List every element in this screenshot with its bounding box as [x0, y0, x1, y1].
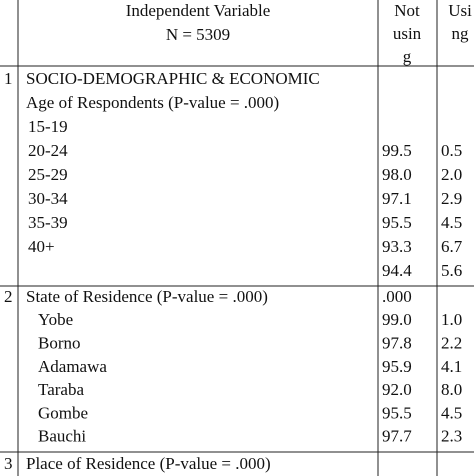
header-text: Independent Variable [126, 1, 271, 20]
row-label: 40+ [28, 237, 55, 256]
cell: 4.5 [441, 213, 462, 232]
cell: 1.0 [441, 310, 462, 329]
row-label: Adamawa [38, 357, 107, 376]
cell: 95.9 [382, 357, 412, 376]
variable-name: Place of Residence (P-value = .000) [26, 454, 271, 473]
cell: 6.7 [441, 237, 463, 256]
row-label: 15-19 [28, 117, 68, 136]
section-number: 1 [4, 69, 13, 88]
cell: 99.5 [382, 141, 412, 160]
cell: 94.4 [382, 261, 412, 280]
cell: .000 [382, 287, 412, 306]
header-text: usin [393, 24, 422, 43]
header-text: ng [452, 24, 470, 43]
cell: 8.0 [441, 380, 462, 399]
cell: 92.0 [382, 380, 412, 399]
section-number: 3 [4, 454, 13, 473]
row-label: 35-39 [28, 213, 68, 232]
cell: 2.0 [441, 165, 462, 184]
header-text: Usi [448, 1, 472, 20]
row-label: Borno [38, 334, 81, 353]
cell: 5.6 [441, 261, 462, 280]
cell: 95.5 [382, 213, 412, 232]
cell: 97.7 [382, 427, 412, 446]
variable-name: Age of Respondents (P-value = .000) [26, 93, 279, 112]
cell: 95.5 [382, 403, 412, 422]
cell: 2.2 [441, 334, 462, 353]
cell: 97.8 [382, 334, 412, 353]
header-text: g [403, 47, 412, 66]
header-text: N = 5309 [166, 25, 230, 44]
cell: 2.3 [441, 427, 462, 446]
cell: 99.0 [382, 310, 412, 329]
section-number: 2 [4, 287, 13, 306]
row-label: 20-24 [28, 141, 68, 160]
cell: 4.1 [441, 357, 462, 376]
row-label: Bauchi [38, 427, 86, 446]
row-label: Gombe [38, 403, 88, 422]
row-label: Taraba [38, 380, 84, 399]
row-label: Yobe [38, 310, 73, 329]
section-title: SOCIO-DEMOGRAPHIC & ECONOMIC [26, 69, 320, 88]
row-label: 30-34 [28, 189, 68, 208]
cell: 2.9 [441, 189, 462, 208]
cell: 97.1 [382, 189, 412, 208]
variable-name: State of Residence (P-value = .000) [26, 287, 268, 306]
cell: 93.3 [382, 237, 412, 256]
header-text: Not [394, 1, 420, 20]
row-label: 25-29 [28, 165, 68, 184]
cell: 0.5 [441, 141, 462, 160]
cell: 98.0 [382, 165, 412, 184]
cell: 4.5 [441, 403, 462, 422]
